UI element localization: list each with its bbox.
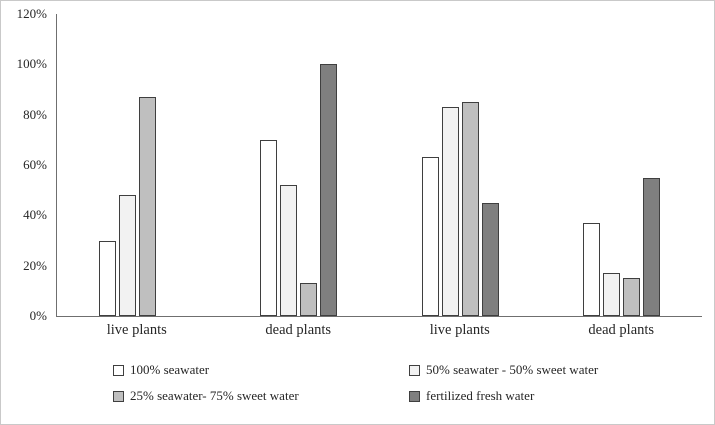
legend-label: 25% seawater- 75% sweet water (130, 388, 299, 403)
legend-label: 50% seawater - 50% sweet water (426, 362, 599, 377)
bar-group (57, 14, 218, 316)
legend-swatch (409, 364, 420, 376)
bar (280, 185, 298, 316)
bar (642, 177, 660, 316)
bar (441, 107, 459, 316)
bar (300, 283, 318, 316)
bar-group (380, 14, 541, 316)
bar-group (218, 14, 379, 316)
legend: 100% seawater 50% seawater - 50% sweet wa… (113, 362, 598, 404)
bar (622, 278, 640, 316)
legend-item: 50% seawater - 50% sweet water (409, 362, 598, 378)
bar (139, 97, 157, 316)
y-tick-label: 80% (23, 106, 47, 122)
y-tick-label: 0% (29, 308, 47, 323)
bar (320, 64, 338, 316)
x-axis: live plants dead plants live plants dead pl… (56, 322, 702, 339)
chart-body: 0% 20% 40% 60% 80% 100% 120% (9, 6, 702, 323)
bar-group (541, 14, 702, 316)
y-tick-label: 60% (23, 157, 47, 172)
x-category-label: dead plants (265, 322, 332, 338)
x-category-label: live plants (429, 322, 490, 338)
bar (99, 240, 117, 316)
bar (461, 102, 479, 316)
legend-item: fertilized fresh water (409, 388, 598, 404)
legend-item: 100% seawater (113, 362, 409, 378)
legend-swatch (113, 390, 124, 402)
legend-label: fertilized fresh water (426, 388, 535, 403)
y-tick-label: 40% (23, 207, 47, 223)
y-tick-label: 120% (16, 6, 47, 21)
x-category-label: dead plants (588, 322, 655, 338)
legend-swatch (409, 390, 420, 402)
y-tick-label: 20% (23, 257, 47, 273)
legend-swatch (113, 364, 124, 376)
bar (582, 222, 600, 316)
bar (481, 202, 499, 316)
bar (602, 273, 620, 316)
bar (421, 157, 439, 316)
bar (260, 139, 278, 316)
y-axis: 0% 20% 40% 60% 80% 100% 120% (9, 6, 56, 323)
plot-area (56, 14, 702, 317)
x-category-label: live plants (106, 322, 167, 338)
legend-item: 25% seawater- 75% sweet water (113, 388, 409, 404)
bar (119, 195, 137, 316)
y-tick-label: 100% (16, 56, 47, 72)
legend-label: 100% seawater (130, 362, 210, 377)
